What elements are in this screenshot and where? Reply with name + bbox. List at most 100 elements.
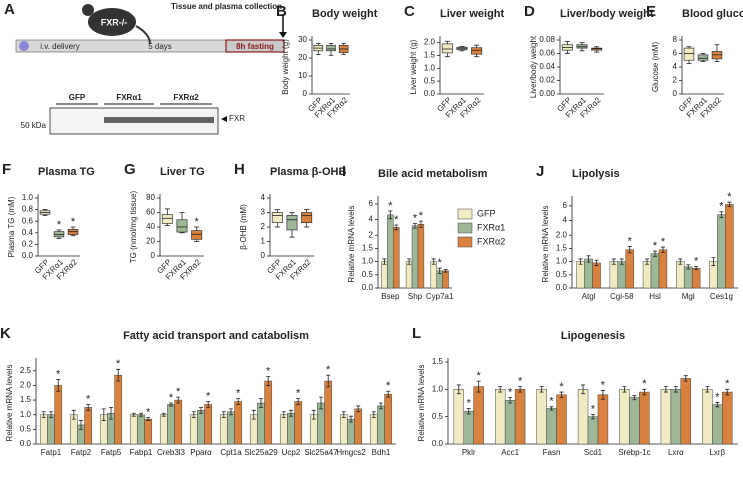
legend-swatch <box>457 222 473 234</box>
y-tick-label: 0 <box>673 89 678 98</box>
error-bar <box>683 375 688 382</box>
error-bar <box>476 380 481 393</box>
error-bar <box>715 402 720 408</box>
lane-label: GFP <box>69 93 86 102</box>
y-tick-label: 0.4 <box>22 228 34 237</box>
bar <box>189 414 198 445</box>
bar <box>584 258 593 289</box>
y-tick-label: 2.0 <box>424 38 436 47</box>
y-tick-label: 0.8 <box>22 205 34 214</box>
y-tick-label: 2.0 <box>20 381 32 390</box>
y-tick-label: 0.5 <box>20 424 32 433</box>
bar <box>294 401 303 445</box>
marker-label: 50 kDa <box>21 121 47 130</box>
bar <box>287 413 295 445</box>
error-bar <box>161 412 166 417</box>
error-bar <box>229 408 233 416</box>
bar <box>430 261 437 289</box>
panel-letter: B <box>276 3 287 20</box>
error-bar <box>645 258 650 265</box>
y-tick-label: 2 <box>369 230 374 239</box>
error-bar <box>594 259 599 266</box>
error-bar <box>443 269 448 273</box>
error-bar <box>686 264 691 270</box>
error-bar <box>586 255 591 263</box>
bar <box>442 270 449 289</box>
mouse-icon <box>88 8 136 36</box>
y-tick-label: 60 <box>146 208 155 217</box>
bar <box>369 414 378 445</box>
error-bar <box>727 201 732 207</box>
mouse-label: FXR-/- <box>101 17 128 27</box>
error-bar <box>379 402 383 410</box>
error-bar <box>581 384 586 395</box>
band-arrow <box>221 116 227 122</box>
significance: * <box>549 396 554 408</box>
bar <box>587 416 599 445</box>
error-bar <box>386 390 391 398</box>
x-tick-label: Ucp2 <box>282 448 301 457</box>
significance: * <box>601 379 606 391</box>
error-bar <box>41 411 46 419</box>
box <box>286 215 298 231</box>
bar <box>691 267 701 289</box>
error-bar <box>578 258 583 265</box>
x-tick-label: Hsl <box>649 292 661 301</box>
significance: * <box>413 212 418 224</box>
error-bar <box>508 397 513 404</box>
bar <box>609 261 619 289</box>
band-label: FXR <box>229 114 245 123</box>
bar <box>660 389 672 445</box>
error-bar <box>591 414 595 420</box>
y-axis-label: Plasma TG (mM) <box>7 196 16 257</box>
y-axis-label: Glucose (mM) <box>651 42 660 93</box>
legend-swatch <box>457 236 473 248</box>
y-tick-label: 1.0 <box>432 384 444 393</box>
y-tick-label: 20 <box>146 237 155 246</box>
x-tick-label: Slc25a47 <box>304 448 338 457</box>
y-tick-label: 1.5 <box>556 244 568 253</box>
bar <box>354 408 363 445</box>
panel-letter: I <box>342 163 346 180</box>
panel-letter: J <box>536 163 544 180</box>
error-bar <box>632 394 637 401</box>
bar <box>54 385 63 445</box>
bar <box>514 389 526 445</box>
bar <box>167 404 175 445</box>
error-bar <box>371 411 376 419</box>
error-bar <box>725 388 730 396</box>
panel-letter: E <box>646 3 656 20</box>
bar <box>129 414 138 445</box>
y-axis-label: Liver weight (g) <box>409 39 418 94</box>
mouse-tail <box>135 25 151 45</box>
error-bar <box>382 258 387 265</box>
error-bar <box>622 386 627 393</box>
chart-title: Body weight <box>312 8 378 20</box>
error-bar <box>539 386 544 393</box>
error-bar <box>653 250 657 257</box>
significance: * <box>326 364 331 376</box>
bar <box>629 397 640 445</box>
bar <box>675 261 685 289</box>
error-bar <box>101 408 106 421</box>
bar <box>257 402 265 445</box>
bar <box>347 418 355 445</box>
error-bar <box>719 211 724 218</box>
bar <box>658 249 668 289</box>
x-tick-label: Scd1 <box>584 448 603 457</box>
y-axis-label: Relative mRNA levels <box>541 206 550 283</box>
panel-letter: F <box>2 161 11 178</box>
significance: * <box>661 236 666 248</box>
x-tick-label: Pklr <box>462 448 476 457</box>
y-tick-label: 2.0 <box>556 230 568 239</box>
y-tick-label: 2.5 <box>20 366 32 375</box>
error-bar <box>642 388 647 396</box>
error-bar <box>251 409 256 420</box>
legend-label: GFP <box>477 208 496 218</box>
error-bar <box>56 379 61 392</box>
error-bar <box>600 390 605 400</box>
panel-letter: K <box>0 325 11 342</box>
y-tick-label: 0.02 <box>539 76 555 85</box>
error-bar <box>176 396 181 404</box>
y-tick-label: 0 <box>261 251 266 260</box>
